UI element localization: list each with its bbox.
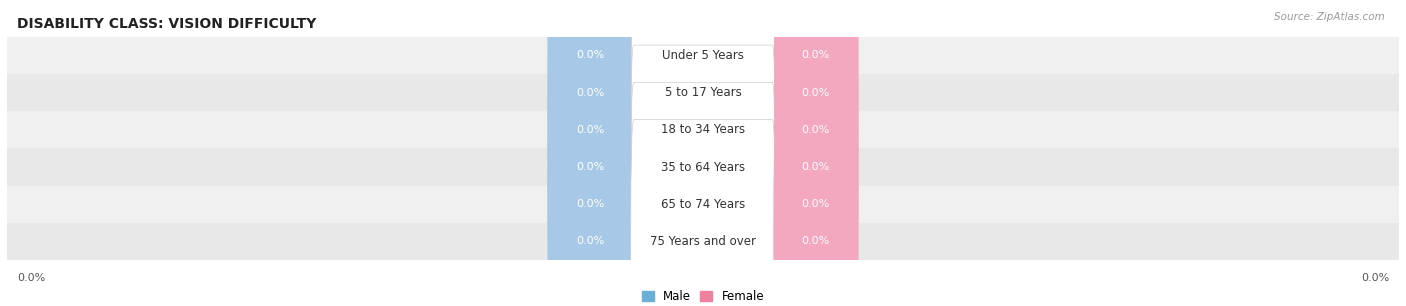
FancyBboxPatch shape [631,82,775,306]
FancyBboxPatch shape [7,186,1399,223]
FancyBboxPatch shape [547,45,633,289]
Text: 65 to 74 Years: 65 to 74 Years [661,198,745,211]
Text: Source: ZipAtlas.com: Source: ZipAtlas.com [1274,12,1385,22]
FancyBboxPatch shape [547,0,633,177]
Text: 0.0%: 0.0% [576,125,605,135]
FancyBboxPatch shape [773,45,859,289]
FancyBboxPatch shape [7,37,1399,74]
Text: 0.0%: 0.0% [576,162,605,172]
FancyBboxPatch shape [631,45,775,289]
FancyBboxPatch shape [773,0,859,177]
Text: 0.0%: 0.0% [576,199,605,209]
Text: 0.0%: 0.0% [801,162,830,172]
FancyBboxPatch shape [631,0,775,177]
Text: 18 to 34 Years: 18 to 34 Years [661,123,745,136]
FancyBboxPatch shape [631,0,775,215]
Text: 0.0%: 0.0% [801,50,830,60]
Text: 0.0%: 0.0% [801,125,830,135]
Text: 0.0%: 0.0% [576,50,605,60]
Text: Under 5 Years: Under 5 Years [662,49,744,62]
Legend: Male, Female: Male, Female [641,290,765,303]
FancyBboxPatch shape [631,8,775,252]
Text: 0.0%: 0.0% [801,199,830,209]
FancyBboxPatch shape [547,82,633,306]
Text: 5 to 17 Years: 5 to 17 Years [665,86,741,99]
Text: 0.0%: 0.0% [801,237,830,247]
FancyBboxPatch shape [7,223,1399,260]
FancyBboxPatch shape [547,8,633,252]
FancyBboxPatch shape [773,82,859,306]
FancyBboxPatch shape [773,0,859,215]
FancyBboxPatch shape [631,120,775,306]
Text: 0.0%: 0.0% [1361,273,1389,283]
Text: 0.0%: 0.0% [17,273,45,283]
FancyBboxPatch shape [7,74,1399,111]
Text: DISABILITY CLASS: VISION DIFFICULTY: DISABILITY CLASS: VISION DIFFICULTY [17,17,316,31]
FancyBboxPatch shape [547,120,633,306]
FancyBboxPatch shape [773,8,859,252]
Text: 0.0%: 0.0% [576,88,605,98]
FancyBboxPatch shape [7,148,1399,186]
FancyBboxPatch shape [773,120,859,306]
FancyBboxPatch shape [7,111,1399,148]
Text: 35 to 64 Years: 35 to 64 Years [661,161,745,174]
Text: 75 Years and over: 75 Years and over [650,235,756,248]
Text: 0.0%: 0.0% [576,237,605,247]
FancyBboxPatch shape [547,0,633,215]
Text: 0.0%: 0.0% [801,88,830,98]
